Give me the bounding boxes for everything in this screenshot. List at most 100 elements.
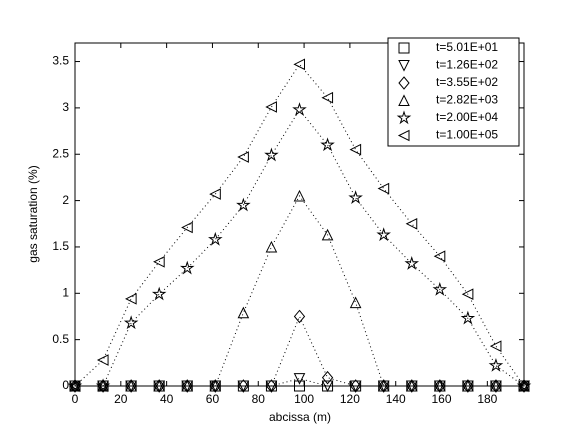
marker xyxy=(462,379,474,392)
marker xyxy=(490,379,502,392)
marker xyxy=(405,379,418,392)
series-line xyxy=(75,378,524,387)
marker xyxy=(237,151,249,163)
y-tick-label: 0.5 xyxy=(52,332,69,346)
legend-label: t=1.00E+05 xyxy=(436,128,498,142)
legend-marker xyxy=(397,129,410,142)
marker xyxy=(404,255,420,270)
y-tick-label: 3.5 xyxy=(52,54,69,68)
marker xyxy=(293,309,306,324)
marker xyxy=(237,379,250,393)
marker xyxy=(293,58,305,71)
marker xyxy=(265,380,278,393)
legend-marker xyxy=(398,60,410,72)
marker xyxy=(349,380,362,393)
marker xyxy=(517,380,530,392)
legend-label: t=2.00E+04 xyxy=(436,110,498,124)
marker xyxy=(181,221,193,234)
marker xyxy=(376,227,391,242)
legend-marker xyxy=(398,42,410,54)
series-line xyxy=(74,63,525,387)
marker xyxy=(123,315,139,330)
marker xyxy=(209,379,222,392)
marker xyxy=(181,379,194,392)
x-tick-label: 0 xyxy=(72,392,79,406)
x-tick-label: 60 xyxy=(206,392,220,406)
legend-box xyxy=(387,37,520,147)
legend-label: t=5.01E+01 xyxy=(436,40,498,54)
marker xyxy=(264,147,279,162)
marker xyxy=(348,190,363,205)
marker xyxy=(153,255,165,268)
marker xyxy=(349,379,362,393)
marker xyxy=(265,240,278,253)
marker xyxy=(209,188,221,200)
marker xyxy=(96,354,109,366)
series-line xyxy=(75,195,524,387)
marker xyxy=(321,370,334,385)
marker xyxy=(433,250,446,263)
marker xyxy=(460,310,476,325)
marker xyxy=(153,379,165,393)
x-tick-label: 20 xyxy=(114,392,128,406)
marker xyxy=(237,306,250,319)
marker xyxy=(208,231,223,246)
marker xyxy=(181,379,193,393)
marker xyxy=(236,197,251,212)
legend-label: t=3.55E+02 xyxy=(436,75,498,89)
marker xyxy=(68,380,81,392)
y-tick-label: 1.5 xyxy=(52,239,69,253)
legend-label: t=1.26E+02 xyxy=(436,58,498,72)
marker xyxy=(377,379,390,392)
y-tick-label: 2 xyxy=(62,193,69,207)
x-tick-label: 140 xyxy=(386,392,406,406)
legend-marker xyxy=(396,110,412,125)
marker xyxy=(462,379,474,393)
marker xyxy=(349,143,362,156)
y-axis-label: gas saturation (%) xyxy=(26,165,40,262)
x-tick-label: 40 xyxy=(160,392,174,406)
x-tick-label: 100 xyxy=(294,392,314,406)
legend-marker xyxy=(398,94,410,106)
marker xyxy=(125,379,137,392)
y-tick-label: 3 xyxy=(62,100,69,114)
y-tick-label: 1 xyxy=(62,285,69,299)
marker xyxy=(95,378,111,393)
marker xyxy=(377,182,390,195)
marker xyxy=(153,379,165,392)
marker xyxy=(320,137,335,152)
marker xyxy=(209,379,221,393)
marker xyxy=(490,379,502,393)
marker xyxy=(293,373,306,385)
marker xyxy=(179,260,195,275)
x-axis-label: abcissa (m) xyxy=(269,410,331,424)
marker xyxy=(237,380,250,393)
y-tick-label: 2.5 xyxy=(52,146,69,160)
marker xyxy=(321,91,334,104)
marker xyxy=(125,293,137,305)
x-tick-label: 160 xyxy=(432,392,452,406)
legend-label: t=2.82E+03 xyxy=(436,93,498,107)
marker xyxy=(321,228,334,241)
marker xyxy=(488,357,504,372)
marker xyxy=(434,379,446,393)
marker xyxy=(432,281,448,296)
x-tick-label: 80 xyxy=(252,392,266,406)
x-tick-label: 180 xyxy=(477,392,497,406)
x-tick-label: 120 xyxy=(340,392,360,406)
marker xyxy=(349,296,362,309)
marker xyxy=(489,340,502,352)
marker xyxy=(265,379,278,393)
marker xyxy=(406,379,418,393)
marker xyxy=(292,102,307,116)
legend-marker xyxy=(398,76,410,90)
marker xyxy=(434,379,446,392)
marker xyxy=(378,379,390,393)
marker xyxy=(461,288,474,301)
marker xyxy=(125,379,137,393)
marker xyxy=(321,380,334,393)
y-tick-label: 0 xyxy=(62,378,69,392)
marker xyxy=(405,217,418,230)
marker xyxy=(265,101,277,113)
